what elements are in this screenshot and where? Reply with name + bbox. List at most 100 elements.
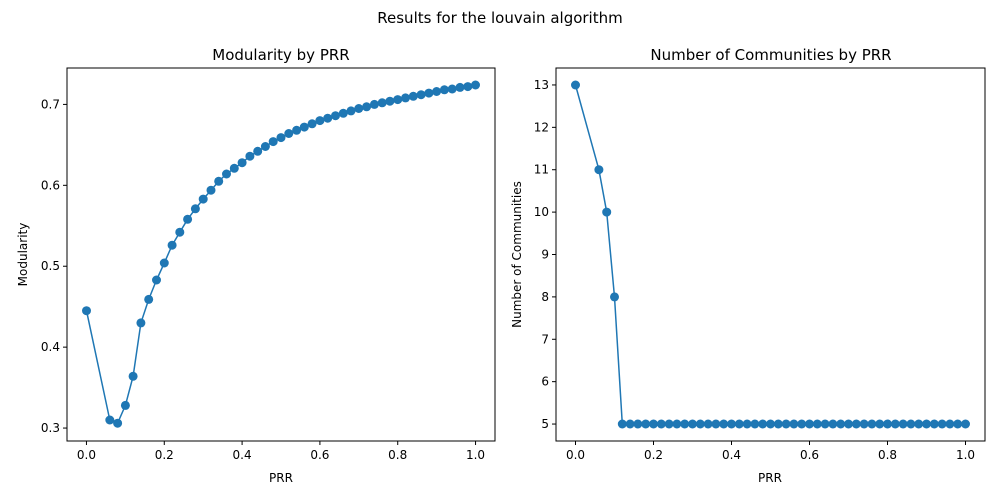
modularity-x-axis-label: PRR [269, 471, 293, 485]
communities-data-point [937, 419, 947, 429]
modularity-data-point [214, 176, 224, 186]
modularity-data-point [175, 227, 185, 237]
communities-data-point [633, 419, 643, 429]
communities-data-point [781, 419, 791, 429]
communities-data-point [929, 419, 939, 429]
modularity-data-point [315, 116, 325, 126]
communities-data-point [812, 419, 822, 429]
communities-x-tick-label: 0.2 [644, 448, 663, 462]
communities-y-tick-label: 6 [541, 375, 549, 389]
modularity-y-tick-label: 0.4 [41, 340, 60, 354]
communities-y-tick-label: 12 [534, 120, 549, 134]
communities-axis-ticks: 0.0 0.2 0.4 0.6 0.8 1.0 5 6 7 8 9 10 11 12 13 [534, 78, 975, 462]
communities-data-point [617, 419, 627, 429]
communities-data-point [672, 419, 682, 429]
modularity-data-point [463, 82, 473, 92]
communities-data-point [867, 419, 877, 429]
modularity-data-point [401, 93, 410, 103]
communities-data-point [797, 419, 807, 429]
modularity-data-point [385, 96, 395, 106]
communities-data-point [898, 419, 908, 429]
communities-data-point [695, 419, 705, 429]
communities-data-point [641, 419, 651, 429]
communities-x-tick-label: 0.0 [566, 448, 585, 462]
communities-data-point [664, 419, 674, 429]
communities-data-point [625, 419, 635, 429]
modularity-data-point [299, 122, 309, 132]
modularity-data-point [307, 119, 317, 129]
modularity-data-point [393, 95, 403, 105]
modularity-data-point [245, 151, 255, 161]
modularity-data-point [198, 194, 208, 204]
modularity-data-point [346, 106, 356, 116]
modularity-data-point [167, 240, 177, 250]
modularity-plot-frame [66, 67, 496, 442]
communities-data-point [844, 419, 853, 429]
communities-data-point [703, 419, 713, 429]
modularity-data-point [471, 80, 480, 90]
modularity-x-tick-label: 0.2 [155, 448, 174, 462]
communities-x-tick-label: 1.0 [956, 448, 975, 462]
communities-data-point [711, 419, 721, 429]
communities-chart: Number of Communities by PRR 0.0 0.2 0.4 0.… [510, 46, 986, 485]
communities-data-point [883, 419, 892, 429]
modularity-data-point [377, 98, 387, 108]
communities-data-point [594, 165, 604, 175]
communities-data-point [773, 419, 783, 429]
communities-series [571, 80, 970, 429]
communities-data-point [727, 419, 736, 429]
communities-x-tick-label: 0.6 [800, 448, 819, 462]
modularity-data-point [136, 318, 146, 328]
communities-x-tick-label: 0.4 [722, 448, 741, 462]
communities-data-point [602, 207, 612, 217]
communities-data-point [656, 419, 666, 429]
communities-data-point [688, 419, 697, 429]
modularity-data-point [331, 111, 340, 121]
modularity-data-point [120, 400, 130, 410]
modularity-data-point [432, 87, 442, 96]
modularity-data-point [292, 125, 302, 135]
modularity-data-point [82, 306, 91, 316]
communities-plot-frame [555, 67, 986, 442]
modularity-data-point [144, 294, 154, 304]
modularity-axis-ticks: 0.0 0.2 0.4 0.6 0.8 1.0 0.3 0.4 0.5 0.6 0.7 [41, 97, 485, 462]
modularity-data-point [229, 163, 239, 173]
communities-data-point [719, 419, 729, 429]
modularity-x-tick-label: 0.4 [233, 448, 252, 462]
communities-data-point [961, 419, 970, 429]
communities-y-tick-label: 11 [534, 163, 549, 177]
modularity-y-tick-label: 0.5 [41, 259, 60, 273]
communities-data-point [953, 419, 963, 429]
communities-y-axis-label: Number of Communities [510, 181, 524, 328]
communities-series-line [574, 84, 966, 425]
communities-data-point [859, 419, 869, 429]
modularity-x-tick-label: 0.8 [388, 448, 407, 462]
communities-y-tick-label: 8 [541, 290, 549, 304]
modularity-data-point [447, 84, 457, 94]
modularity-y-tick-label: 0.3 [41, 421, 60, 435]
modularity-x-tick-label: 0.0 [77, 448, 96, 462]
communities-data-point [766, 419, 775, 429]
modularity-data-point [105, 415, 115, 425]
modularity-data-point [253, 146, 263, 156]
communities-data-point [610, 292, 619, 302]
modularity-data-point [268, 137, 278, 147]
communities-data-point [828, 419, 838, 429]
modularity-data-point [439, 85, 449, 95]
communities-x-tick-label: 0.8 [878, 448, 897, 462]
modularity-y-axis-label: Modularity [16, 223, 30, 287]
communities-data-point [906, 419, 916, 429]
communities-data-point [649, 419, 658, 429]
communities-data-point [734, 419, 744, 429]
communities-data-point [875, 419, 885, 429]
modularity-data-point [128, 371, 138, 381]
modularity-data-point [424, 88, 434, 98]
modularity-data-point [369, 99, 379, 109]
modularity-data-point [354, 104, 364, 113]
communities-data-point [820, 419, 830, 429]
modularity-x-tick-label: 1.0 [466, 448, 485, 462]
modularity-data-point [284, 129, 294, 138]
modularity-data-point [222, 169, 231, 179]
modularity-data-point [260, 142, 270, 151]
